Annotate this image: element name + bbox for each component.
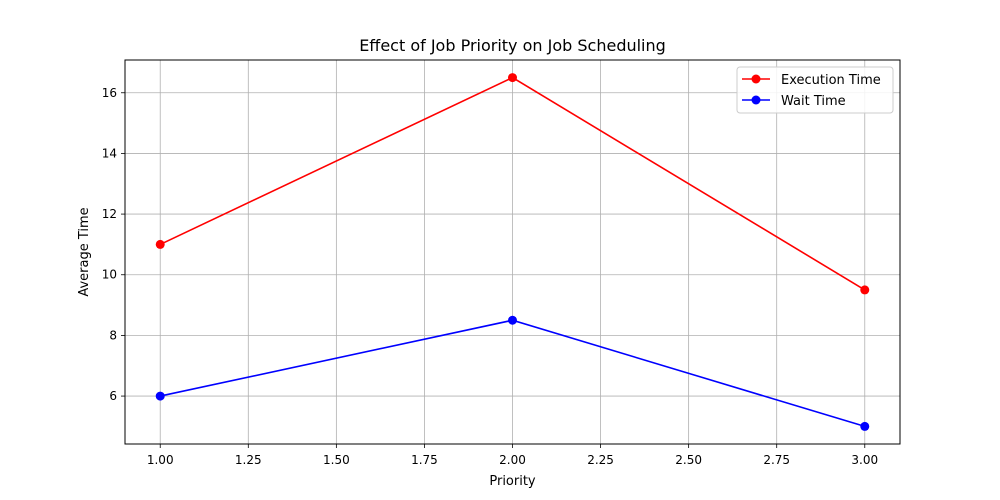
grid [125, 60, 900, 444]
axis-ticks: 1.00 1.25 1.50 1.75 2.00 2.25 2.50 2.75 3.00 6 8 10… [102, 86, 878, 467]
x-tick-label: 1.50 [323, 453, 350, 467]
x-axis-label: Priority [489, 474, 536, 489]
legend-label: Execution Time [781, 73, 881, 88]
y-tick-label: 10 [102, 268, 117, 282]
legend-items: Execution Time Wait Time [742, 73, 881, 109]
data-point [155, 239, 165, 249]
y-tick-label: 16 [102, 86, 117, 100]
x-tick-label: 1.00 [147, 453, 174, 467]
legend-item: Execution Time [742, 73, 881, 88]
x-tick-label: 2.50 [675, 453, 702, 467]
data-point [860, 421, 870, 431]
y-tick-label: 8 [109, 328, 117, 342]
legend: Execution Time Wait Time [736, 66, 894, 114]
x-tick-label: 1.75 [411, 453, 438, 467]
y-tick-label: 12 [102, 207, 117, 221]
data-point [860, 285, 870, 295]
legend-item: Wait Time [742, 94, 846, 109]
y-tick-label: 6 [109, 389, 117, 403]
series [155, 73, 870, 431]
x-tick-label: 2.00 [499, 453, 526, 467]
x-tick-label: 1.25 [235, 453, 262, 467]
x-tick-label: 3.00 [851, 453, 878, 467]
legend-marker [751, 95, 761, 105]
series-2 [155, 315, 870, 431]
y-axis-label: Average Time [77, 207, 92, 296]
chart-title: Effect of Job Priority on Job Scheduling [359, 36, 666, 55]
data-point [155, 391, 165, 401]
legend-box [736, 66, 894, 114]
legend-label: Wait Time [781, 94, 846, 109]
legend-marker [751, 74, 761, 84]
y-tick-label: 14 [102, 146, 117, 160]
series-1 [155, 73, 870, 295]
x-tick-label: 2.25 [587, 453, 614, 467]
x-tick-label: 2.75 [763, 453, 790, 467]
data-point [508, 73, 517, 83]
data-point [508, 315, 517, 325]
